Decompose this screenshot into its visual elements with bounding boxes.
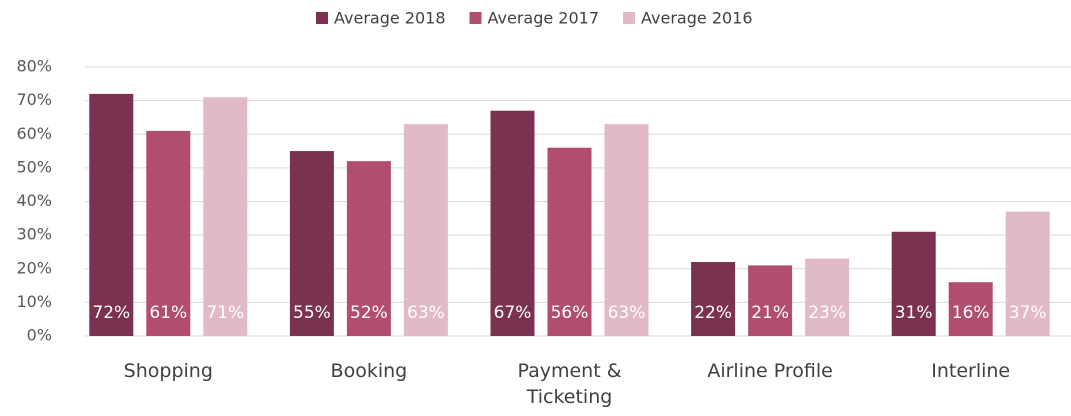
bar (1005, 211, 1050, 336)
bar (289, 151, 334, 336)
data-label: 37% (1009, 303, 1047, 323)
bar (403, 124, 448, 336)
x-tick-label: Payment & Ticketing (517, 360, 622, 408)
legend-swatch (469, 12, 482, 24)
bar (604, 124, 649, 336)
data-label: 31% (895, 303, 933, 323)
y-tick-label: 20% (16, 258, 52, 277)
y-tick-label: 60% (16, 124, 52, 143)
bar (805, 258, 850, 336)
y-tick-label: 80% (16, 57, 52, 76)
data-label: 23% (808, 303, 846, 323)
data-label: 72% (92, 303, 130, 323)
y-tick-label: 30% (16, 225, 52, 244)
bar (748, 265, 793, 336)
y-tick-label: 0% (27, 326, 52, 345)
data-label: 67% (494, 303, 532, 323)
bar (146, 130, 191, 336)
y-tick-label: 50% (16, 157, 52, 176)
bar (891, 231, 936, 336)
bar (547, 147, 592, 336)
bar (691, 262, 736, 336)
data-label: 52% (350, 303, 388, 323)
legend-swatch (316, 12, 328, 24)
x-tick-label: Booking (330, 360, 408, 382)
bar (89, 93, 134, 337)
data-label: 63% (608, 303, 646, 323)
x-tick-label: Interline (931, 360, 1011, 382)
bar (203, 97, 248, 336)
y-tick-label: 70% (16, 90, 52, 109)
legend-label: Average 2017 (488, 9, 600, 28)
data-label: 71% (206, 303, 244, 323)
legend-label: Average 2018 (334, 9, 446, 28)
bar (346, 161, 391, 336)
legend-swatch (623, 12, 636, 24)
data-label: 55% (293, 303, 331, 323)
x-tick-label: Shopping (123, 360, 213, 382)
data-label: 56% (551, 303, 589, 323)
data-label: 63% (407, 303, 445, 323)
legend-label: Average 2016 (641, 9, 753, 28)
data-label: 61% (149, 303, 187, 323)
data-label: 22% (694, 303, 732, 323)
x-tick-label: Airline Profile (707, 360, 833, 382)
data-label: 16% (952, 303, 990, 323)
y-tick-label: 40% (16, 191, 52, 210)
data-label: 21% (751, 303, 789, 323)
y-tick-label: 10% (16, 292, 52, 311)
bar (948, 282, 993, 336)
bar (490, 110, 535, 337)
